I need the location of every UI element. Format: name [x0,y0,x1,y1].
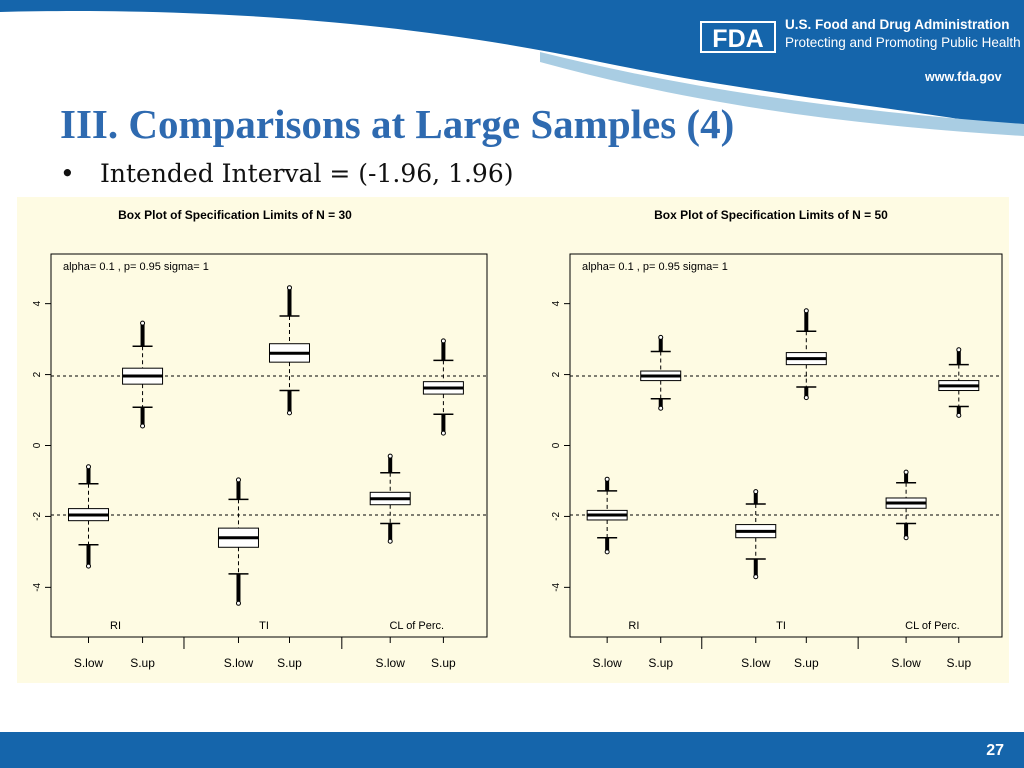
chart-title: Box Plot of Specification Limits of N = … [118,208,352,222]
outlier-point-max [235,477,241,483]
agency-name: U.S. Food and Drug Administration [785,17,1010,32]
y-tick-label: -4 [32,582,43,591]
outlier-point-max [903,469,909,475]
x-tick-label: S.low [224,656,254,670]
x-tick-label: S.up [277,656,302,670]
outlier-point-max [85,464,91,470]
y-tick-label: 2 [32,371,43,377]
outlier-point-min [903,535,909,541]
parameter-annotation: alpha= 0.1 , p= 0.95 sigma= 1 [582,261,728,273]
outlier-point-min [803,395,809,401]
outlier-point-min [440,430,446,436]
outlier-point-max [604,476,610,482]
plot-frame [50,253,488,638]
y-tick-label: 0 [32,442,43,448]
group-label: TI [259,620,269,632]
outlier-point-min [140,423,146,429]
outlier-point-min [286,410,292,416]
outlier-point-min [387,538,393,544]
y-tick-label: -4 [551,582,562,591]
page-number: 27 [986,742,1004,759]
parameter-annotation: alpha= 0.1 , p= 0.95 sigma= 1 [63,261,209,273]
outlier-point-min [85,563,91,569]
chart-title: Box Plot of Specification Limits of N = … [654,208,888,222]
chart-area: Box Plot of Specification Limits of N = … [17,197,1009,683]
x-tick-label: S.up [946,656,971,670]
header-banner: FDA U.S. Food and Drug Administration Pr… [0,0,1024,150]
group-label: CL of Perc. [389,620,444,632]
bullet-symbol: • [60,159,75,188]
outlier-point-min [604,549,610,555]
slide-title: III. Comparisons at Large Samples (4) [60,101,735,147]
outlier-point-max [658,334,664,340]
outlier-point-max [286,285,292,291]
y-tick-label: 4 [551,300,562,306]
y-tick-label: -2 [32,512,43,521]
outlier-point-min [658,405,664,411]
agency-tagline: Protecting and Promoting Public Health [785,35,1021,50]
outlier-point-max [803,308,809,314]
fda-logo: FDA [700,21,776,53]
header-wave-background [0,0,1024,136]
group-label: TI [776,620,786,632]
group-label: RI [628,620,639,632]
fda-website-link[interactable]: www.fda.gov [925,70,1002,84]
svg-text:FDA: FDA [712,25,763,53]
outlier-point-max [440,338,446,344]
outlier-point-max [753,489,759,495]
x-tick-label: S.up [648,656,673,670]
y-tick-label: 0 [551,442,562,448]
x-tick-label: S.low [376,656,406,670]
x-tick-label: S.up [794,656,819,670]
y-tick-label: -2 [551,512,562,521]
y-tick-label: 2 [551,371,562,377]
bullet-item: • Intended Interval = (-1.96, 1.96) [60,159,513,188]
x-tick-label: S.up [130,656,155,670]
footer-bar: 27 [0,732,1024,768]
x-tick-label: S.low [891,656,921,670]
x-tick-label: S.low [74,656,104,670]
plot-frame [569,253,1003,638]
boxplot-charts: Box Plot of Specification Limits of N = … [32,208,1003,670]
x-tick-label: S.up [431,656,456,670]
x-tick-label: S.low [592,656,622,670]
group-label: RI [110,620,121,632]
x-tick-label: S.low [741,656,771,670]
outlier-point-min [956,412,962,418]
y-tick-label: 4 [32,300,43,306]
outlier-point-max [956,347,962,353]
group-label: CL of Perc. [905,620,960,632]
outlier-point-max [387,453,393,459]
bullet-text: Intended Interval = (-1.96, 1.96) [100,159,514,188]
outlier-point-min [235,600,241,606]
outlier-point-min [753,574,759,580]
outlier-point-max [140,320,146,326]
